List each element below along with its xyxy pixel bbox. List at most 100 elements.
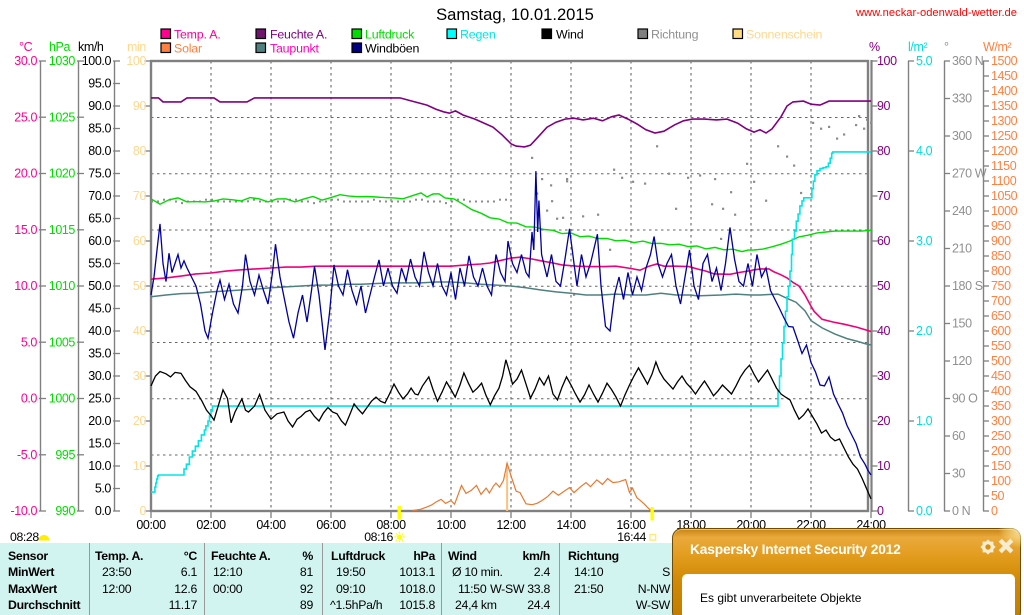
svg-text:15.0: 15.0 bbox=[88, 437, 111, 451]
svg-text:°C: °C bbox=[19, 40, 33, 54]
svg-text:80: 80 bbox=[877, 144, 891, 158]
svg-text:90 O: 90 O bbox=[952, 392, 978, 406]
svg-text:100: 100 bbox=[991, 474, 1011, 488]
svg-text:100.0: 100.0 bbox=[82, 54, 112, 68]
svg-text:60.0: 60.0 bbox=[88, 234, 111, 248]
svg-text:1250: 1250 bbox=[991, 129, 1018, 143]
svg-text:95.0: 95.0 bbox=[88, 77, 111, 91]
svg-text:5.0: 5.0 bbox=[95, 482, 112, 496]
svg-text:850: 850 bbox=[991, 249, 1011, 263]
svg-text:350: 350 bbox=[991, 399, 1011, 413]
svg-text:550: 550 bbox=[991, 339, 1011, 353]
svg-text:55.0: 55.0 bbox=[88, 257, 111, 271]
svg-text:750: 750 bbox=[991, 279, 1011, 293]
svg-text:Feuchte A.: Feuchte A. bbox=[270, 28, 327, 42]
svg-text:150: 150 bbox=[991, 459, 1011, 473]
svg-text:00:00: 00:00 bbox=[136, 518, 166, 532]
svg-text:50: 50 bbox=[133, 279, 147, 293]
svg-text:0.0: 0.0 bbox=[916, 504, 933, 518]
svg-text:20: 20 bbox=[133, 414, 147, 428]
svg-text:Wind: Wind bbox=[556, 28, 584, 42]
svg-text:30: 30 bbox=[952, 467, 966, 481]
svg-text:20.0: 20.0 bbox=[14, 167, 37, 181]
svg-text:08:16: 08:16 bbox=[364, 530, 393, 544]
svg-text:hPa: hPa bbox=[49, 40, 70, 54]
svg-text:950: 950 bbox=[991, 219, 1011, 233]
svg-text:10.0: 10.0 bbox=[14, 279, 37, 293]
svg-text:100: 100 bbox=[126, 54, 146, 68]
svg-text:250: 250 bbox=[991, 429, 1011, 443]
svg-text:0: 0 bbox=[991, 504, 998, 518]
svg-text:1.0: 1.0 bbox=[916, 414, 933, 428]
svg-text:120: 120 bbox=[952, 354, 972, 368]
svg-text:100: 100 bbox=[877, 54, 897, 68]
svg-text:10: 10 bbox=[133, 459, 147, 473]
svg-text:300: 300 bbox=[952, 129, 972, 143]
svg-text:650: 650 bbox=[991, 309, 1011, 323]
svg-text:60: 60 bbox=[877, 234, 891, 248]
svg-text:www.neckar-odenwald-wetter.de: www.neckar-odenwald-wetter.de bbox=[855, 7, 1017, 19]
svg-text:Solar: Solar bbox=[174, 42, 202, 56]
svg-text:1500: 1500 bbox=[991, 54, 1018, 68]
svg-text:270 W: 270 W bbox=[952, 167, 987, 181]
svg-text:15.0: 15.0 bbox=[14, 223, 37, 237]
svg-text:80.0: 80.0 bbox=[88, 144, 111, 158]
svg-text:180 S: 180 S bbox=[952, 279, 983, 293]
svg-text:04:00: 04:00 bbox=[256, 518, 286, 532]
svg-text:40.0: 40.0 bbox=[88, 324, 111, 338]
svg-text:1150: 1150 bbox=[991, 159, 1017, 173]
svg-text:90: 90 bbox=[877, 99, 891, 113]
svg-text:30.0: 30.0 bbox=[14, 54, 37, 68]
svg-text:5.0: 5.0 bbox=[21, 335, 38, 349]
svg-text:-5.0: -5.0 bbox=[17, 448, 37, 462]
svg-text:70: 70 bbox=[133, 189, 147, 203]
svg-text:Luftdruck: Luftdruck bbox=[365, 28, 415, 42]
svg-text:30: 30 bbox=[133, 369, 147, 383]
svg-text:90.0: 90.0 bbox=[88, 99, 111, 113]
svg-text:40: 40 bbox=[133, 324, 147, 338]
svg-text:0.0: 0.0 bbox=[95, 504, 112, 518]
svg-text:60: 60 bbox=[952, 429, 966, 443]
svg-text:1005: 1005 bbox=[49, 335, 76, 349]
svg-text:30: 30 bbox=[877, 369, 891, 383]
svg-text:km/h: km/h bbox=[78, 40, 104, 54]
svg-text:50.0: 50.0 bbox=[88, 279, 111, 293]
svg-text:0 N: 0 N bbox=[952, 504, 971, 518]
svg-text:45.0: 45.0 bbox=[88, 302, 111, 316]
svg-text:700: 700 bbox=[991, 294, 1011, 308]
svg-text:800: 800 bbox=[991, 264, 1011, 278]
svg-text:70: 70 bbox=[877, 189, 891, 203]
svg-text:1025: 1025 bbox=[49, 111, 76, 125]
svg-text:1350: 1350 bbox=[991, 99, 1018, 113]
svg-text:90: 90 bbox=[133, 99, 147, 113]
svg-text:330: 330 bbox=[952, 92, 972, 106]
svg-text:12:00: 12:00 bbox=[496, 518, 526, 532]
svg-text:65.0: 65.0 bbox=[88, 212, 111, 226]
svg-text:25.0: 25.0 bbox=[88, 392, 111, 406]
svg-text:16:00: 16:00 bbox=[616, 518, 646, 532]
svg-text:%: % bbox=[869, 40, 880, 54]
svg-text:Windböen: Windböen bbox=[365, 42, 420, 56]
svg-text:20: 20 bbox=[877, 414, 891, 428]
svg-text:210: 210 bbox=[952, 242, 972, 256]
svg-text:1000: 1000 bbox=[991, 204, 1018, 218]
svg-text:70.0: 70.0 bbox=[88, 189, 111, 203]
svg-text:240: 240 bbox=[952, 204, 972, 218]
svg-text:75.0: 75.0 bbox=[88, 167, 111, 181]
svg-text:300: 300 bbox=[991, 414, 1011, 428]
svg-text:150: 150 bbox=[952, 317, 972, 331]
svg-text:1100: 1100 bbox=[991, 174, 1017, 188]
svg-text:06:00: 06:00 bbox=[316, 518, 346, 532]
svg-text:500: 500 bbox=[991, 354, 1011, 368]
svg-text:1050: 1050 bbox=[991, 189, 1018, 203]
svg-text:min: min bbox=[127, 40, 146, 54]
svg-text:-10.0: -10.0 bbox=[11, 504, 38, 518]
svg-text:1300: 1300 bbox=[991, 114, 1018, 128]
svg-text:1000: 1000 bbox=[49, 392, 76, 406]
svg-text:Sonnenschein: Sonnenschein bbox=[746, 28, 822, 42]
svg-text:Richtung: Richtung bbox=[651, 28, 699, 42]
svg-text:20.0: 20.0 bbox=[88, 414, 111, 428]
svg-text:3.0: 3.0 bbox=[916, 234, 933, 248]
svg-text:Samstag, 10.01.2015: Samstag, 10.01.2015 bbox=[436, 5, 594, 24]
svg-text:360 N: 360 N bbox=[952, 54, 984, 68]
